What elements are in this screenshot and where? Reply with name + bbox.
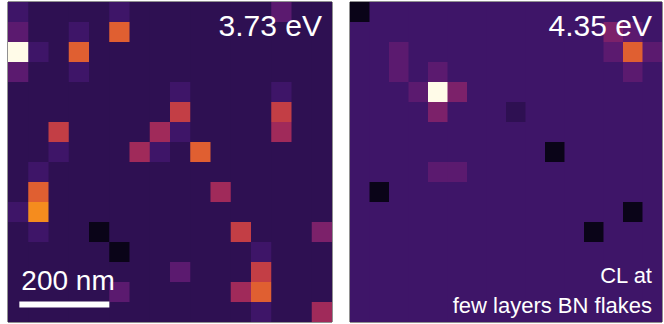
svg-text:3.73 eV: 3.73 eV	[219, 9, 322, 42]
svg-text:few layers BN flakes: few layers BN flakes	[453, 293, 652, 318]
svg-text:CL at: CL at	[600, 263, 652, 288]
svg-text:200 nm: 200 nm	[21, 265, 114, 296]
svg-text:4.35 eV: 4.35 eV	[549, 9, 652, 42]
